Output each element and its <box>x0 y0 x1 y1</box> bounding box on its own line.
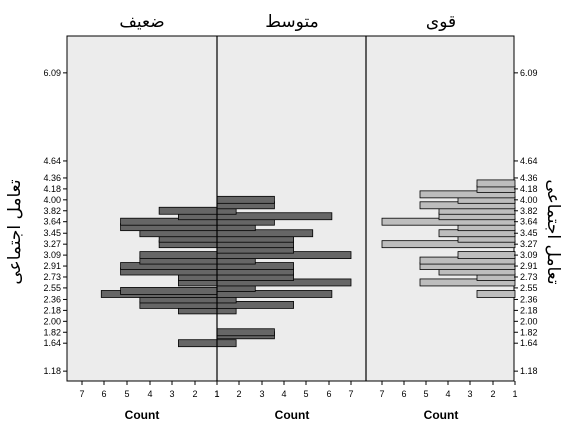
ytick-label-right-14: 4.00 <box>520 195 538 205</box>
xtick-label-2-4: 3 <box>467 389 472 399</box>
ytick-label-left-11: 3.45 <box>43 228 61 238</box>
ytick-label-right-6: 2.55 <box>520 283 538 293</box>
bar-panel2-6 <box>457 251 516 260</box>
ytick-label-left-0: 1.18 <box>43 366 61 376</box>
bar-panel2-18 <box>476 179 516 188</box>
ytick-label-right-5: 2.36 <box>520 294 538 304</box>
ytick-label-left-8: 2.91 <box>43 261 61 271</box>
ytick-label-right-7: 2.73 <box>520 272 538 282</box>
xtick-label-2-1: 6 <box>401 389 406 399</box>
bar-panel0-11 <box>139 251 218 260</box>
ytick-label-right-13: 3.82 <box>520 206 538 216</box>
ytick-label-left-9: 3.09 <box>43 250 61 260</box>
bar-panel1-0 <box>216 339 237 348</box>
xtick-label-2-0: 7 <box>379 389 384 399</box>
ytick-label-right-11: 3.45 <box>520 228 538 238</box>
ytick-label-left-2: 1.82 <box>43 327 61 337</box>
xtick-label-2-3: 4 <box>445 389 450 399</box>
ytick-label-right-8: 2.91 <box>520 261 538 271</box>
xtick-label-2-5: 2 <box>490 389 495 399</box>
ytick-label-left-5: 2.36 <box>43 294 61 304</box>
ytick-label-right-3: 2.00 <box>520 316 538 326</box>
ytick-label-left-12: 3.64 <box>43 217 61 227</box>
bars-layer <box>100 179 516 348</box>
bar-panel0-0 <box>178 339 218 348</box>
ytick-label-left-4: 2.18 <box>43 305 61 315</box>
bar-panel0-18 <box>158 206 218 215</box>
xtick-label-1-0: 1 <box>214 389 219 399</box>
ytick-label-left-1: 1.64 <box>43 338 61 348</box>
y-axis-title-left: تعامل اجتماعی <box>5 179 25 284</box>
panel-title-weak: ضعیف <box>119 12 164 32</box>
panel-title-medium: متوسط <box>265 12 318 32</box>
ytick-label-right-10: 3.27 <box>520 239 538 249</box>
axes-layer: 1.18 1.181.64 1.641.82 1.822.00 2.002.18 2.18… <box>43 36 538 399</box>
xtick-label-0-4: 3 <box>169 389 174 399</box>
ytick-label-left-17: 4.64 <box>43 156 61 166</box>
xtick-label-1-6: 7 <box>348 389 353 399</box>
ytick-label-right-2: 1.82 <box>520 327 538 337</box>
xtick-label-0-3: 4 <box>147 389 152 399</box>
ytick-label-left-10: 3.27 <box>43 239 61 249</box>
xtick-label-0-6: 1 <box>214 389 219 399</box>
xtick-label-1-3: 4 <box>281 389 286 399</box>
ytick-label-left-15: 4.18 <box>43 184 61 194</box>
xtick-label-1-1: 2 <box>236 389 241 399</box>
x-axis-title-weak: Count <box>125 408 160 421</box>
ytick-label-left-16: 4.36 <box>43 173 61 183</box>
ytick-label-left-3: 2.00 <box>43 316 61 326</box>
ytick-label-right-4: 2.18 <box>520 305 538 315</box>
xtick-label-0-1: 6 <box>101 389 106 399</box>
ytick-label-right-0: 1.18 <box>520 366 538 376</box>
bar-panel2-1 <box>419 278 516 287</box>
panel-title-strong: قوی <box>426 12 456 32</box>
ytick-label-right-15: 4.18 <box>520 184 538 194</box>
ytick-label-left-7: 2.73 <box>43 272 61 282</box>
xtick-label-1-4: 5 <box>303 389 308 399</box>
bar-panel1-23 <box>216 195 275 204</box>
bar-panel1-2 <box>216 328 275 337</box>
ytick-label-left-6: 2.55 <box>43 283 61 293</box>
ytick-label-right-9: 3.09 <box>520 250 538 260</box>
bar-panel0-5 <box>120 287 218 295</box>
ytick-label-left-18: 6.09 <box>43 68 61 78</box>
xtick-label-0-5: 2 <box>192 389 197 399</box>
x-axis-title-strong: Count <box>424 408 459 421</box>
xtick-label-1-2: 3 <box>259 389 264 399</box>
xtick-label-0-2: 5 <box>124 389 129 399</box>
bar-panel2-16 <box>419 190 516 199</box>
ytick-label-right-16: 4.36 <box>520 173 538 183</box>
xtick-label-1-5: 6 <box>326 389 331 399</box>
ytick-label-right-18: 6.09 <box>520 68 538 78</box>
y-axis-title-right: تعامل اجتماعی <box>543 179 563 284</box>
bar-panel2-0 <box>476 290 516 298</box>
ytick-label-left-14: 4.00 <box>43 195 61 205</box>
xtick-label-2-6: 1 <box>512 389 517 399</box>
xtick-label-0-0: 7 <box>79 389 84 399</box>
ytick-label-right-12: 3.64 <box>520 217 538 227</box>
ytick-label-right-1: 1.64 <box>520 338 538 348</box>
x-axis-title-medium: Count <box>275 408 310 421</box>
xtick-label-2-2: 5 <box>423 389 428 399</box>
ytick-label-left-13: 3.82 <box>43 206 61 216</box>
ytick-label-right-17: 4.64 <box>520 156 538 166</box>
